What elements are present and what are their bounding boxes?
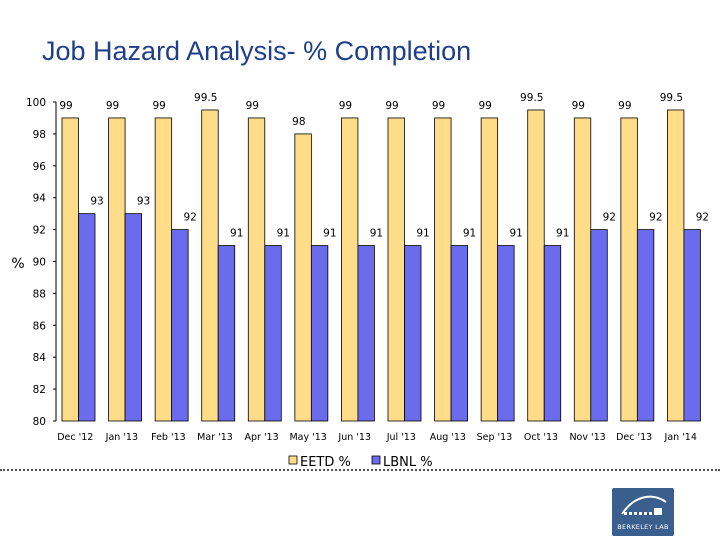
bar-eetd (201, 109, 219, 422)
legend-label-eetd: EETD % (300, 455, 351, 470)
bar-eetd (667, 109, 685, 422)
data-label-lbnl: 92 (696, 212, 709, 224)
y-tick-label: 88 (33, 288, 46, 300)
legend-label-lbnl: LBNL % (383, 455, 433, 470)
bar-lbnl (217, 245, 236, 422)
bar-lbnl (357, 245, 375, 422)
y-tick-label: 84 (33, 352, 47, 364)
bar-eetd (480, 117, 499, 422)
data-label-eetd: 99.5 (520, 92, 543, 104)
y-tick-label: 80 (33, 416, 46, 428)
data-label-lbnl: 92 (183, 212, 196, 224)
data-label-eetd: 99 (385, 100, 398, 112)
y-axis: 80 82 84 86 88 90 92 94 96 98 100% (11, 97, 57, 428)
x-tick-label: May '13 (289, 432, 326, 443)
data-label-lbnl: 91 (277, 228, 290, 240)
bar-eetd (573, 117, 592, 422)
x-tick-label: Jan '13 (105, 432, 138, 443)
bar-lbnl (497, 245, 515, 422)
x-tick-label: Feb '13 (151, 432, 186, 443)
data-label-eetd: 99 (339, 100, 352, 112)
bar-eetd (154, 117, 173, 422)
data-label-eetd: 99 (152, 100, 165, 112)
bar-chart: 80 82 84 86 88 90 92 94 96 98 100% 99 93 99 93 99 92 99.… (11, 92, 709, 470)
x-tick-label: Jun '13 (337, 432, 371, 443)
data-label-lbnl: 91 (416, 228, 429, 240)
bar-lbnl (450, 245, 468, 422)
bar-lbnl (636, 229, 655, 422)
data-label-eetd: 99 (618, 100, 631, 112)
bar-lbnl (543, 245, 562, 422)
bar-eetd (61, 117, 79, 422)
y-tick-label: 98 (33, 129, 46, 141)
x-tick-label: Oct '13 (524, 432, 558, 443)
bar-lbnl (124, 213, 142, 422)
legend: EETD % LBNL % (288, 455, 433, 470)
bar-eetd (341, 117, 359, 422)
data-label-lbnl: 91 (509, 228, 522, 240)
bar-eetd (108, 117, 126, 422)
bar-eetd (527, 109, 545, 422)
x-tick-label: Nov '13 (569, 432, 605, 443)
data-label-lbnl: 91 (323, 228, 336, 240)
berkeley-lab-logo: BERKELEY LAB (612, 488, 674, 536)
bar-eetd (247, 117, 266, 422)
data-label-eetd: 98 (292, 116, 305, 128)
x-tick-label: Mar '13 (197, 432, 233, 443)
y-tick-label: 96 (33, 161, 47, 173)
data-label-eetd: 99.5 (660, 92, 683, 104)
bar-eetd (387, 117, 405, 422)
bar-eetd (294, 133, 312, 422)
data-label-eetd: 99.5 (194, 92, 217, 104)
bar-lbnl (683, 229, 701, 422)
y-tick-label: 92 (33, 225, 46, 237)
x-tick-label: Apr '13 (244, 432, 278, 443)
bar-lbnl (590, 229, 608, 422)
x-tick-label: Dec '12 (57, 432, 93, 443)
data-label-lbnl: 91 (463, 228, 476, 240)
y-tick-label: 100 (26, 97, 46, 109)
data-label-eetd: 99 (572, 100, 585, 112)
y-axis-label: % (11, 256, 24, 272)
logo-text: BERKELEY LAB (617, 523, 669, 531)
x-tick-label: Jul '13 (386, 432, 416, 443)
data-label-eetd: 99 (106, 100, 119, 112)
data-label-lbnl: 92 (603, 212, 616, 224)
data-label-lbnl: 93 (90, 196, 103, 208)
data-label-eetd: 99 (432, 100, 445, 112)
legend-swatch-eetd (288, 455, 298, 465)
y-tick-label: 86 (33, 320, 47, 332)
bar-lbnl (171, 229, 189, 422)
data-label-eetd: 99 (246, 100, 259, 112)
bars: 99 93 99 93 99 92 99.5 91 99 91 98 91 99 91 99 91 99 91 99… (59, 92, 709, 422)
bar-lbnl (78, 213, 96, 422)
x-tick-label: Sep '13 (477, 432, 513, 443)
y-tick-label: 82 (33, 384, 46, 396)
legend-swatch-lbnl (371, 455, 381, 465)
data-label-eetd: 99 (478, 100, 491, 112)
bar-lbnl (404, 245, 422, 422)
x-tick-label: Jan '14 (664, 432, 697, 443)
data-label-lbnl: 92 (649, 212, 662, 224)
data-label-eetd: 99 (59, 100, 72, 112)
bar-eetd (620, 117, 638, 422)
data-label-lbnl: 93 (137, 196, 150, 208)
y-tick-label: 90 (33, 257, 46, 269)
bar-lbnl (264, 245, 282, 422)
data-label-lbnl: 91 (556, 228, 569, 240)
divider-line (0, 469, 720, 471)
data-label-lbnl: 91 (230, 228, 243, 240)
data-label-lbnl: 91 (370, 228, 383, 240)
y-tick-label: 94 (33, 193, 47, 205)
x-tick-label: Dec '13 (616, 432, 652, 443)
bar-eetd (434, 117, 452, 422)
x-tick-label: Aug '13 (430, 432, 466, 443)
bar-lbnl (310, 245, 329, 422)
chart-title: Job Hazard Analysis- % Completion (42, 36, 472, 66)
x-axis: Dec '12 Jan '13 Feb '13 Mar '13 Apr '13 May '… (57, 432, 697, 443)
